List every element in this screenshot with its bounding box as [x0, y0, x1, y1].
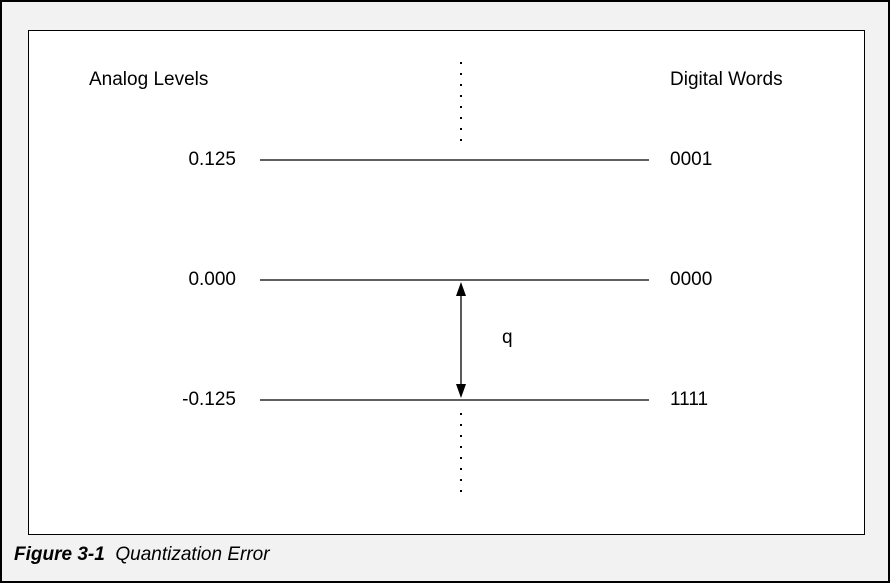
analog-level-0000: 0.000	[188, 270, 236, 289]
analog-levels-heading: Analog Levels	[89, 70, 208, 89]
digital-word-1111: 1111	[670, 390, 708, 409]
digital-words-heading: Digital Words	[670, 70, 783, 89]
figure-caption: Figure 3-1 Quantization Error	[14, 545, 270, 564]
quantization-diagram	[29, 31, 866, 536]
digital-word-0001: 0001	[670, 150, 712, 169]
q-arrow-down-head	[456, 384, 466, 398]
q-step-label: q	[502, 328, 513, 347]
q-arrow-up-head	[456, 282, 466, 296]
diagram-panel: Analog Levels Digital Words 0.125 0001 0…	[28, 30, 865, 535]
analog-level-neg0125: -0.125	[182, 390, 236, 409]
analog-level-0125: 0.125	[188, 150, 236, 169]
digital-word-0000: 0000	[670, 270, 712, 289]
figure-title: Quantization Error	[115, 544, 269, 565]
figure-number: Figure 3-1	[14, 544, 105, 565]
